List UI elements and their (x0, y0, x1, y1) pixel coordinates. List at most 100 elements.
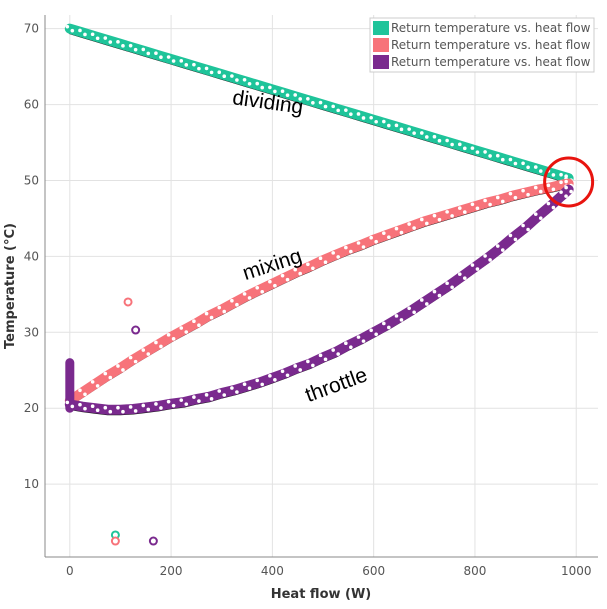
data-point (116, 405, 120, 410)
data-point (475, 150, 480, 154)
data-point (425, 221, 429, 226)
data-point (128, 355, 133, 360)
data-point (235, 302, 239, 307)
data-point (95, 384, 100, 388)
data-point (450, 214, 454, 218)
data-point (450, 142, 454, 147)
data-point (533, 185, 538, 190)
data-point (83, 392, 87, 397)
data-point (268, 85, 272, 90)
data-point (146, 51, 151, 56)
data-point (546, 201, 551, 206)
data-point (336, 108, 340, 113)
data-point (146, 352, 151, 356)
data-point (470, 263, 475, 267)
data-point (382, 231, 386, 235)
data-point (336, 255, 340, 259)
data-point (121, 368, 125, 372)
data-point (394, 123, 399, 128)
data-point (306, 96, 310, 101)
data-point (298, 97, 302, 101)
data-point (108, 409, 113, 414)
data-point (437, 217, 442, 222)
data-point (569, 189, 573, 194)
data-point (495, 195, 500, 200)
data-point (184, 63, 189, 67)
x-tick-label: 0 (66, 564, 74, 578)
data-point (559, 180, 563, 185)
data-point (564, 185, 568, 190)
data-point (462, 146, 467, 151)
data-point (323, 260, 328, 264)
data-point (457, 272, 462, 276)
data-point (103, 371, 108, 376)
data-point (204, 393, 209, 397)
data-point (311, 100, 315, 105)
data-point (323, 104, 328, 109)
data-point (369, 235, 373, 240)
data-point (204, 66, 209, 71)
highlight-circle (543, 156, 595, 208)
data-point (273, 378, 277, 382)
data-point (242, 292, 247, 296)
data-point (108, 375, 113, 380)
data-point (255, 81, 260, 86)
data-point (521, 161, 525, 166)
data-point (488, 258, 492, 262)
data-point (526, 192, 530, 197)
data-point (508, 233, 513, 238)
data-point (500, 199, 505, 204)
data-point (508, 191, 513, 196)
data-point (445, 281, 449, 286)
x-tick-label: 200 (160, 564, 183, 578)
data-point (171, 59, 176, 63)
data-point (445, 138, 449, 143)
data-point (349, 112, 353, 116)
data-point (293, 93, 297, 97)
legend-swatch-dividing (373, 21, 389, 35)
data-point (197, 66, 201, 71)
outlier-point (148, 536, 158, 546)
data-point (387, 235, 391, 239)
data-point (495, 244, 500, 248)
legend-label-mixing: Return temperature vs. heat flow (391, 38, 591, 52)
data-point (154, 402, 158, 406)
data-point (179, 59, 184, 63)
data-point (394, 314, 399, 318)
data-point (407, 306, 411, 311)
data-point (78, 388, 82, 393)
data-point (407, 127, 411, 131)
data-point (538, 216, 543, 220)
data-point (483, 150, 487, 154)
series-mixing (64, 178, 574, 546)
y-tick-label: 40 (24, 249, 39, 263)
data-point (483, 198, 487, 203)
data-point (374, 119, 378, 124)
x-axis-ticks: 0 200 400 600 800 1000 (66, 564, 592, 578)
data-point (437, 293, 442, 298)
data-point (159, 406, 163, 410)
data-point (349, 249, 353, 254)
data-point (382, 321, 386, 326)
data-point (318, 256, 323, 260)
data-point (230, 386, 234, 390)
data-point (280, 273, 285, 278)
data-point (382, 119, 386, 124)
data-point (533, 212, 538, 216)
data-point (306, 359, 310, 364)
data-point (369, 328, 373, 333)
data-point (521, 223, 525, 228)
data-point (513, 237, 518, 242)
data-point (475, 206, 480, 211)
legend-label-dividing: Return temperature vs. heat flow (391, 21, 591, 35)
data-point (356, 335, 361, 339)
data-point (268, 279, 272, 284)
legend-box (369, 17, 595, 73)
band-throttle (64, 184, 574, 415)
data-point (95, 36, 100, 41)
data-point (462, 210, 467, 214)
data-point (179, 398, 184, 402)
band-dividing (64, 23, 574, 184)
data-point (344, 245, 348, 250)
data-point (488, 154, 492, 158)
